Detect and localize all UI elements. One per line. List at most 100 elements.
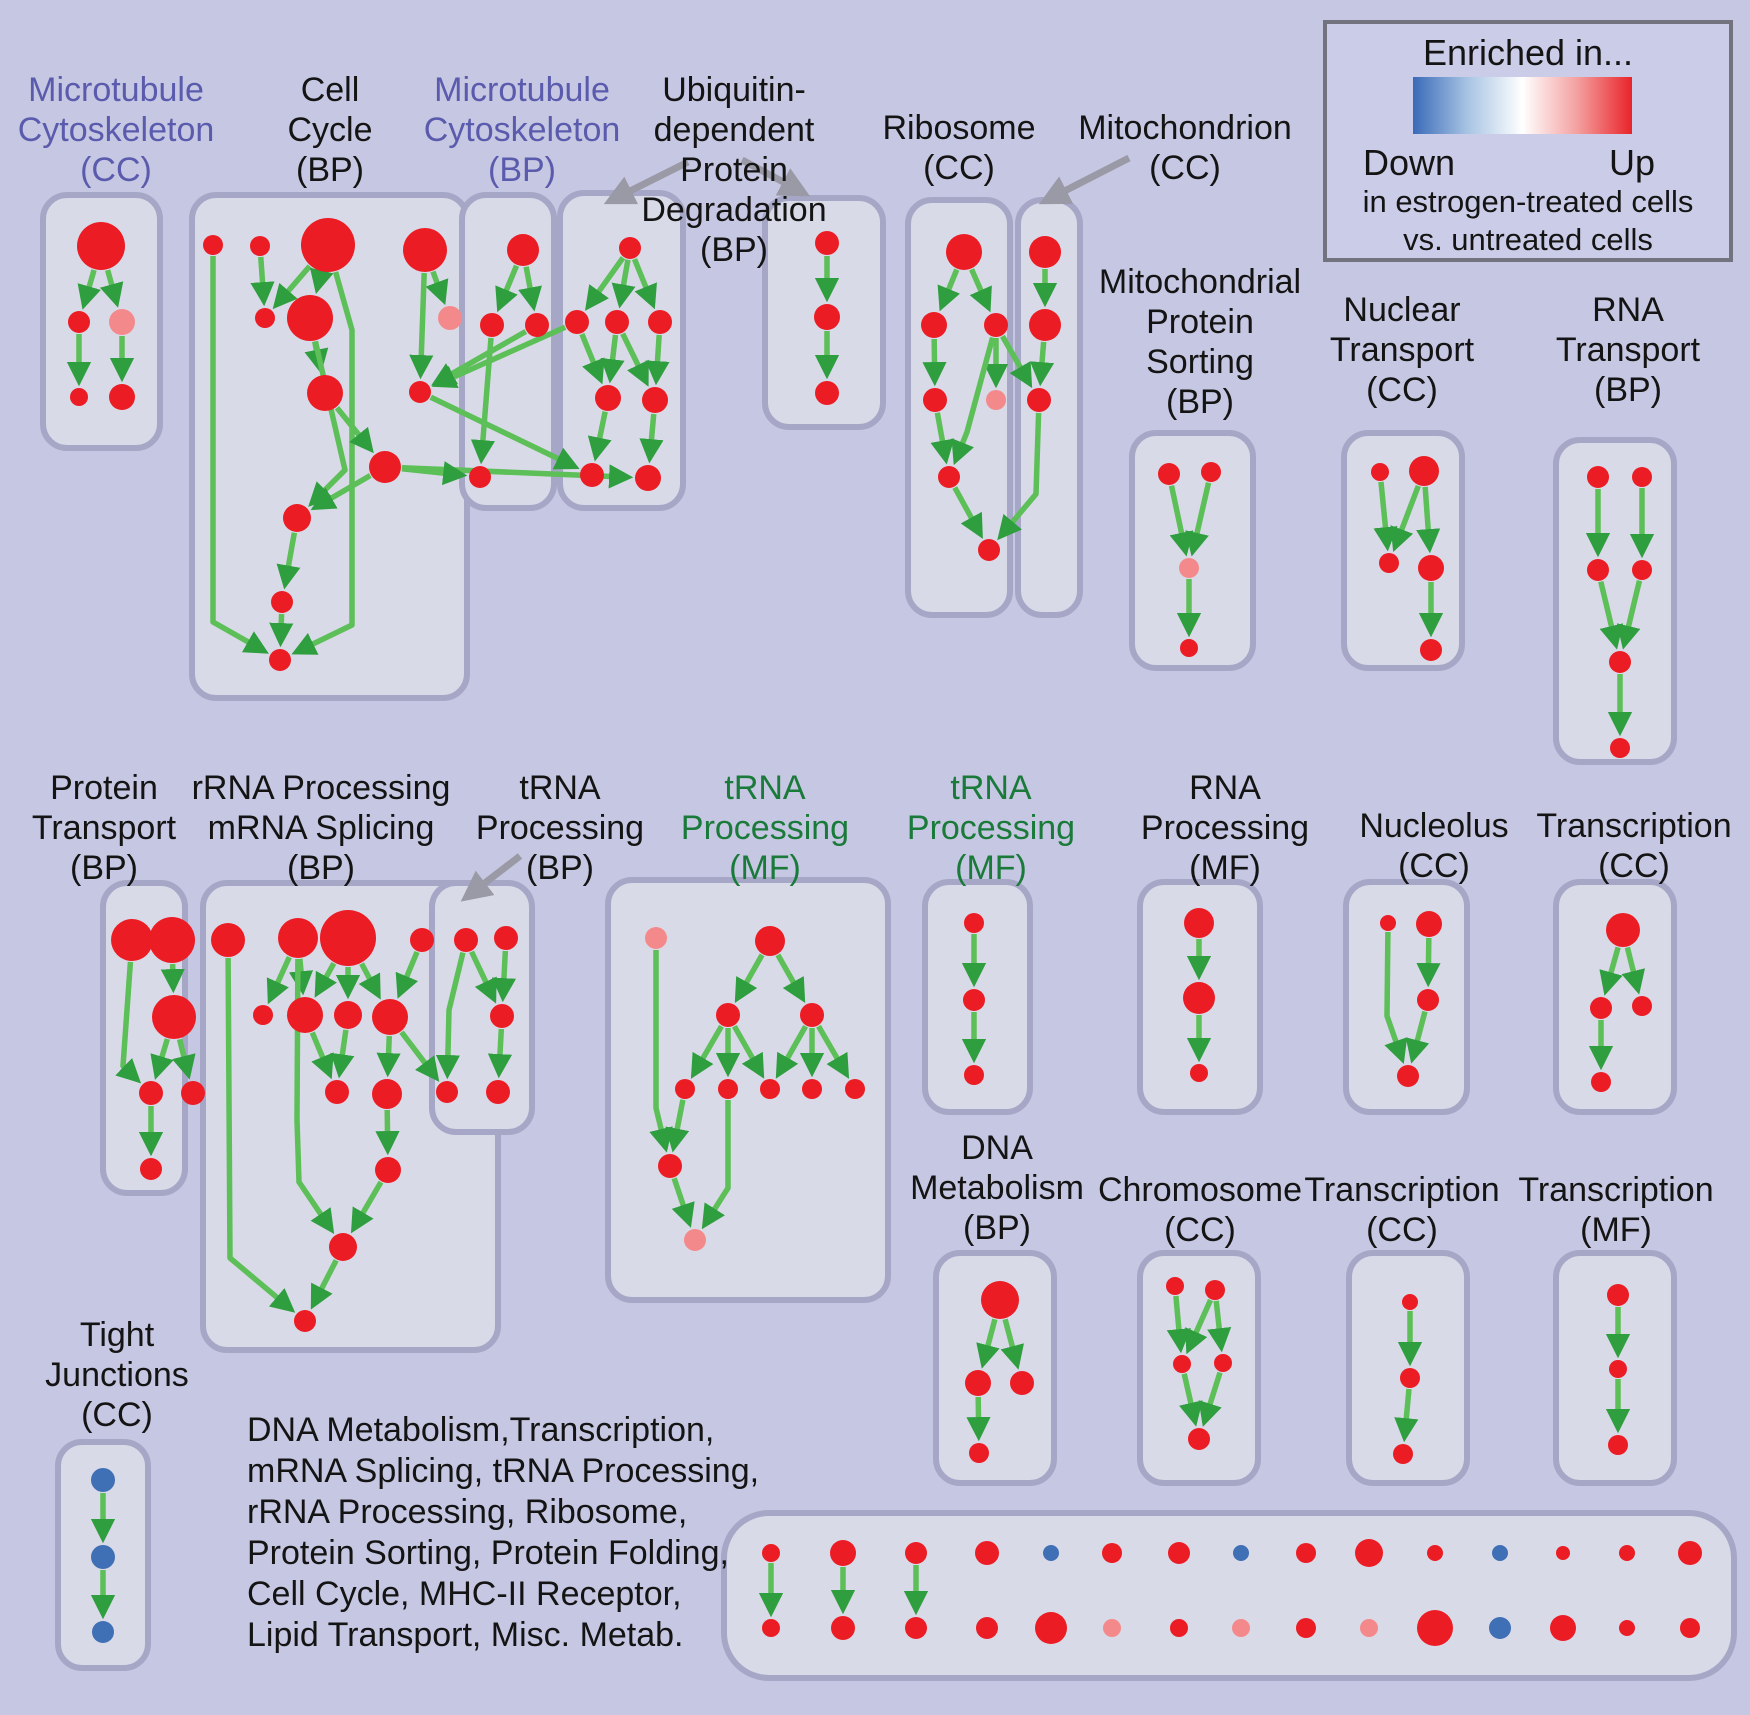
go-term-node bbox=[1166, 1277, 1184, 1295]
edge-arrow bbox=[358, 962, 381, 1000]
edge-arrow bbox=[314, 961, 337, 998]
edge-arrow bbox=[276, 532, 301, 590]
go-term-node bbox=[1180, 639, 1198, 657]
go-term-node bbox=[965, 1370, 991, 1396]
edge-arrow bbox=[518, 266, 542, 312]
box-misc-wide bbox=[721, 1510, 1737, 1681]
label-transcription-cc-1-line: Transcription bbox=[1536, 807, 1732, 845]
label-trna-processing-mf-1-line: tRNA bbox=[724, 769, 806, 807]
label-ubiquitin-bp: Ubiquitin-dependent Protein Degradation (BP… bbox=[484, 70, 984, 270]
label-protein-transport-bp: Protein Transport (BP) bbox=[0, 768, 354, 888]
label-rna-transport-bp: RNA Transport (BP) bbox=[1378, 290, 1750, 410]
go-term-node bbox=[595, 385, 621, 411]
edge-arrow bbox=[690, 1024, 724, 1079]
label-nuclear-transport-cc: Nuclear Transport (CC) bbox=[1152, 290, 1652, 410]
edge-arrow bbox=[1394, 1388, 1419, 1443]
go-term-node bbox=[814, 304, 840, 330]
go-term-node bbox=[1214, 1354, 1232, 1372]
go-term-node bbox=[1402, 1294, 1418, 1310]
go-term-node bbox=[1184, 908, 1214, 938]
go-term-node bbox=[454, 928, 478, 952]
go-term-node bbox=[1179, 558, 1199, 578]
go-term-node bbox=[1610, 738, 1630, 758]
label-trna-processing-mf-2-line: tRNA bbox=[950, 769, 1032, 807]
go-term-node bbox=[307, 375, 343, 411]
label-ribosome-cc-line: Ribosome bbox=[882, 109, 1036, 147]
label-rna-transport-bp-line: RNA bbox=[1592, 291, 1664, 329]
label-tight-junctions-cc: Tight Junctions (CC) bbox=[0, 1315, 367, 1435]
label-chromosome-cc: Chromosome (CC) bbox=[950, 1170, 1450, 1250]
edge-arrow bbox=[431, 324, 567, 389]
go-term-node bbox=[77, 222, 125, 270]
go-term-node bbox=[1296, 1543, 1316, 1563]
edge-arrow bbox=[375, 1109, 400, 1156]
edge-arrow bbox=[775, 1024, 808, 1079]
label-trna-processing-mf-1: tRNA Processing (MF) bbox=[515, 768, 1015, 888]
label-dna-metabolism-bp: DNA Metabolism (BP) bbox=[747, 1128, 1247, 1248]
go-term-node bbox=[211, 923, 245, 957]
go-term-node bbox=[619, 237, 641, 259]
edge-arrow bbox=[732, 1024, 765, 1079]
edge-arrow bbox=[665, 1099, 690, 1153]
label-microtubule-bp: Microtubule Cytoskeleton (BP) bbox=[272, 70, 772, 190]
label-trna-processing-bp-line: (BP) bbox=[526, 849, 594, 887]
box-rna-transport bbox=[1553, 437, 1677, 765]
label-mito-protein-sorting-bp-line: (BP) bbox=[1166, 383, 1234, 421]
edge-arrow bbox=[334, 406, 374, 454]
go-term-node bbox=[91, 1468, 115, 1492]
go-term-node bbox=[975, 1541, 999, 1565]
label-trna-processing-mf-2: tRNA Processing (MF) bbox=[741, 768, 1241, 888]
go-term-node bbox=[1619, 1620, 1635, 1636]
box-mito-sorting bbox=[1129, 430, 1256, 671]
go-term-node bbox=[1233, 1545, 1249, 1561]
go-term-node bbox=[375, 1157, 401, 1183]
edge-arrow bbox=[266, 955, 292, 1005]
go-term-node bbox=[905, 1617, 927, 1639]
go-term-node bbox=[946, 234, 982, 270]
go-term-node bbox=[1360, 1619, 1378, 1637]
go-term-node bbox=[436, 1081, 458, 1103]
go-term-node bbox=[1183, 982, 1215, 1014]
label-mitochondrion-cc-line: (CC) bbox=[1149, 149, 1221, 187]
misc-clusters-text-line: Protein Sorting, Protein Folding, bbox=[247, 1534, 729, 1572]
legend: Enriched in... Down Up in estrogen-treat… bbox=[1323, 20, 1733, 262]
edge-arrow bbox=[1198, 1371, 1223, 1427]
label-trna-processing-mf-2-line: Processing bbox=[906, 809, 1076, 847]
legend-down-label: Down bbox=[1363, 142, 1456, 183]
label-trna-processing-bp-line: tRNA bbox=[519, 769, 601, 807]
label-nuclear-transport-cc-line: Nuclear bbox=[1343, 291, 1461, 329]
edge-arrow bbox=[376, 1035, 401, 1078]
edge-arrow bbox=[210, 256, 269, 654]
label-chromosome-cc-line: Chromosome bbox=[1097, 1171, 1303, 1209]
go-term-node bbox=[1632, 996, 1652, 1016]
go-term-node bbox=[976, 1617, 998, 1639]
go-term-node bbox=[369, 451, 401, 483]
go-term-node bbox=[938, 466, 960, 488]
go-term-node bbox=[905, 1542, 927, 1564]
go-term-node bbox=[1190, 1064, 1208, 1082]
label-rrna-mrna-bp-line: mRNA Splicing bbox=[207, 809, 435, 847]
edge-arrow bbox=[495, 264, 520, 313]
label-rna-processing-mf: RNA Processing (MF) bbox=[975, 768, 1475, 888]
label-dna-metabolism-bp-line: Metabolism bbox=[910, 1169, 1084, 1207]
go-term-node bbox=[716, 1003, 740, 1027]
go-term-node bbox=[494, 926, 518, 950]
go-term-node bbox=[278, 918, 318, 958]
go-term-node bbox=[762, 1619, 780, 1637]
go-term-node bbox=[469, 466, 491, 488]
edge-arrow bbox=[435, 951, 466, 1080]
label-rna-processing-mf-line: Processing bbox=[1140, 809, 1310, 847]
go-term-node bbox=[658, 1154, 682, 1178]
go-term-node bbox=[1188, 1428, 1210, 1450]
label-cell-cycle-bp-line: Cycle bbox=[287, 111, 373, 149]
go-term-node bbox=[1201, 462, 1221, 482]
edge-arrow bbox=[701, 1100, 731, 1230]
go-term-node bbox=[1103, 1619, 1121, 1637]
go-term-node bbox=[1608, 1435, 1628, 1455]
edge-arrow bbox=[330, 1029, 355, 1079]
label-protein-transport-bp-line: Transport bbox=[31, 809, 177, 847]
label-ubiquitin-bp-line: dependent bbox=[653, 111, 815, 149]
edge-arrow bbox=[937, 268, 960, 312]
go-term-node bbox=[1609, 1360, 1627, 1378]
edge-arrow bbox=[150, 1038, 174, 1080]
